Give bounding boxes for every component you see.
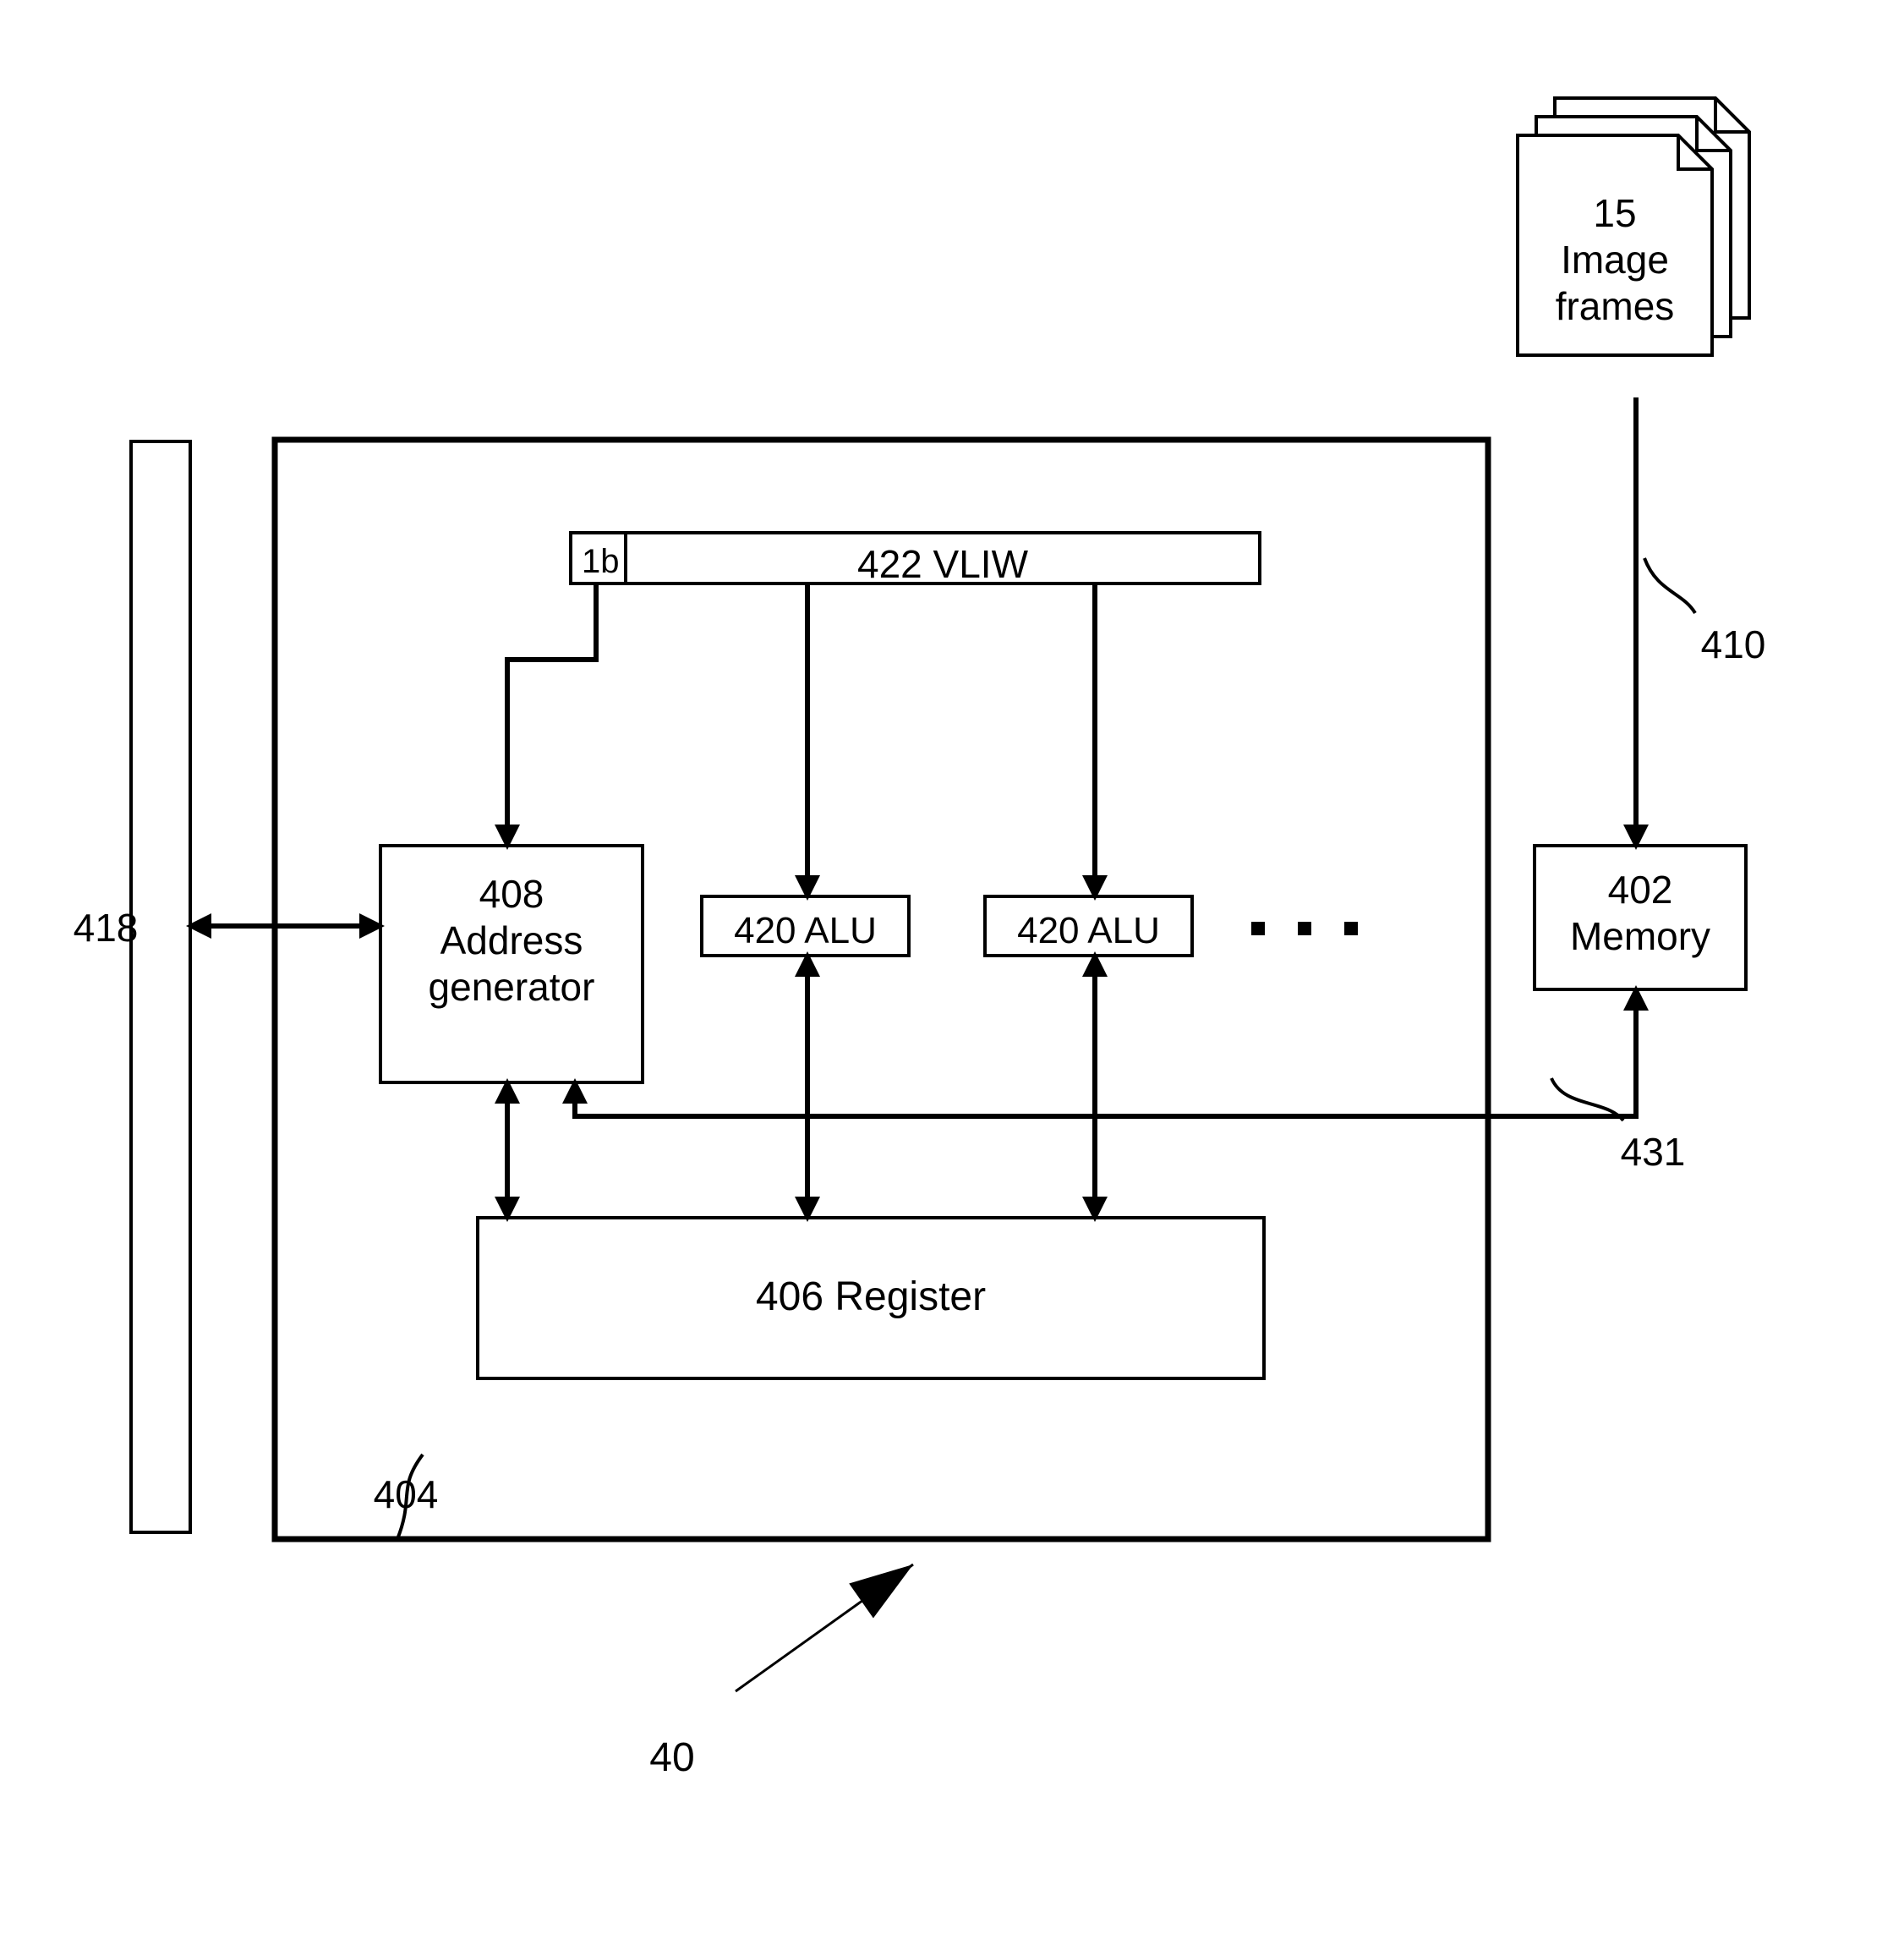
label-ref_40: 40 — [638, 1734, 706, 1783]
label-vliw: 422 VLIW — [626, 541, 1260, 588]
ellipsis-dot — [1344, 922, 1358, 935]
leader-leader-410 — [1644, 558, 1695, 613]
label-ref_431: 431 — [1611, 1129, 1695, 1175]
pointer-40-head — [849, 1564, 913, 1618]
ellipsis-dot — [1298, 922, 1311, 935]
label-addr_gen: 408Addressgenerator — [393, 871, 630, 1011]
label-register: 406 Register — [490, 1273, 1251, 1322]
ellipsis-dot — [1251, 922, 1265, 935]
label-ref_404: 404 — [364, 1471, 448, 1518]
box-sidebar_418 — [131, 441, 190, 1532]
label-alu1: 420 ALU — [710, 909, 900, 954]
label-memory: 402Memory — [1543, 867, 1737, 960]
arrow-vliw-to-addrgen — [507, 584, 596, 846]
label-vliw_1b: 1b — [582, 541, 616, 582]
label-ref_410: 410 — [1691, 622, 1775, 668]
label-alu2: 420 ALU — [993, 909, 1184, 954]
label-ref_418: 418 — [63, 905, 148, 951]
arrow-addrgen-to-memory — [575, 989, 1636, 1116]
label-frames_15: 15Imageframes — [1543, 190, 1687, 331]
